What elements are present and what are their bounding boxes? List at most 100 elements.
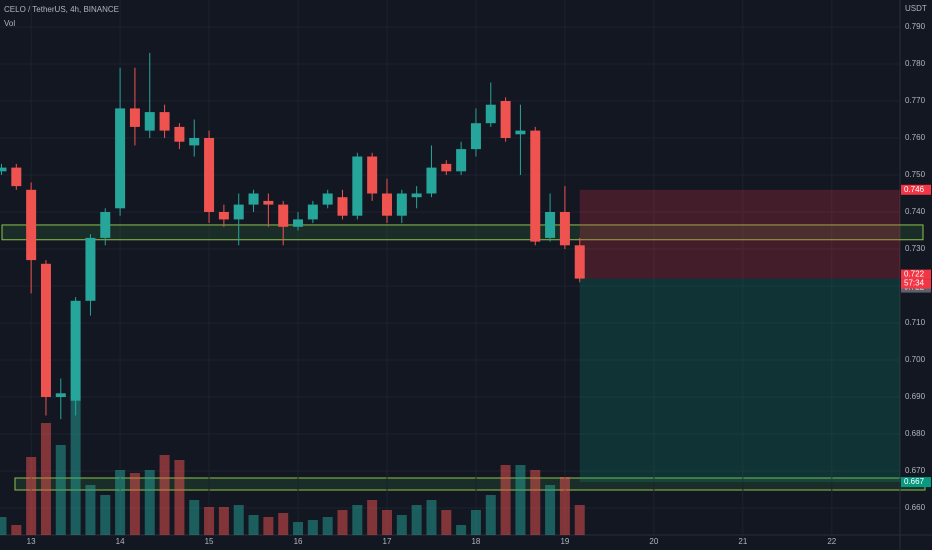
volume-bar xyxy=(26,457,37,535)
target-zone xyxy=(579,278,900,483)
y-tick-label: 0.700 xyxy=(905,355,926,364)
volume-bar xyxy=(159,455,170,535)
volume-bar xyxy=(530,470,541,535)
y-tick-label: 0.750 xyxy=(905,170,926,179)
candle-body xyxy=(322,193,333,205)
candle-body xyxy=(500,101,511,139)
candle-body xyxy=(352,156,363,216)
stop-zone xyxy=(579,189,900,279)
volume-bar xyxy=(411,505,422,535)
volume-bar xyxy=(559,477,570,535)
volume-bar xyxy=(189,500,200,535)
volume-bar xyxy=(574,505,585,535)
candle-body xyxy=(441,163,452,172)
candle-body xyxy=(144,112,155,131)
candle-body xyxy=(40,263,51,397)
candle-body xyxy=(545,212,556,238)
y-tick-label: 0.770 xyxy=(905,96,926,105)
candle-body xyxy=(0,167,7,172)
candle-body xyxy=(367,156,378,194)
volume-bar xyxy=(293,522,304,535)
y-tick-label: 0.760 xyxy=(905,133,926,142)
candle-body xyxy=(248,193,259,205)
volume-bar xyxy=(367,500,378,535)
candle-body xyxy=(381,193,392,216)
candle-body xyxy=(233,204,244,220)
price-label: 0.667 xyxy=(904,477,925,486)
x-tick-label: 14 xyxy=(116,537,125,546)
x-tick-label: 16 xyxy=(294,537,303,546)
chart-title: CELO / TetherUS, 4h, BINANCE xyxy=(4,5,119,14)
candle-body xyxy=(218,212,229,220)
price-label-bg xyxy=(901,477,931,488)
y-tick-label: 0.690 xyxy=(905,392,926,401)
x-tick-label: 15 xyxy=(205,537,214,546)
candle-body xyxy=(129,108,140,127)
candle-body xyxy=(530,130,541,242)
volume-bar xyxy=(11,525,22,535)
candle-body xyxy=(55,393,66,397)
volume-bar xyxy=(500,465,511,535)
candle-body xyxy=(307,204,318,220)
volume-bar xyxy=(456,525,467,535)
volume-bar xyxy=(85,485,96,535)
volume-bar xyxy=(322,517,333,535)
volume-bar xyxy=(248,515,259,535)
candle-body xyxy=(559,212,570,246)
candle-body xyxy=(11,167,22,187)
candle-body xyxy=(26,189,37,261)
volume-bar xyxy=(263,517,274,535)
volume-bar xyxy=(426,500,437,535)
volume-bar xyxy=(0,517,7,535)
x-tick-label: 18 xyxy=(471,537,480,546)
candle-body xyxy=(85,237,96,301)
volume-bar xyxy=(204,507,215,535)
candle-body xyxy=(337,197,348,216)
volume-bar xyxy=(545,485,556,535)
y-tick-label: 0.790 xyxy=(905,22,926,31)
x-tick-label: 20 xyxy=(649,537,658,546)
volume-bar xyxy=(129,473,140,535)
countdown-bg xyxy=(901,279,931,289)
candle-body xyxy=(396,193,407,216)
candle-body xyxy=(204,138,215,213)
volume-bar xyxy=(278,513,289,535)
price-label-bg xyxy=(901,269,931,280)
x-tick-label: 13 xyxy=(27,537,36,546)
volume-bar xyxy=(381,510,392,535)
candle-body xyxy=(189,138,200,146)
x-tick-label: 21 xyxy=(738,537,747,546)
y-tick-label: 0.660 xyxy=(905,503,926,512)
y-tick-label: 0.670 xyxy=(905,466,926,475)
candle-body xyxy=(263,200,274,205)
candle-body xyxy=(485,104,496,124)
volume-bar xyxy=(174,460,185,535)
candle-body xyxy=(100,212,111,238)
candle-body xyxy=(574,245,585,279)
candle-body xyxy=(426,167,437,194)
volume-bar xyxy=(115,470,126,535)
y-tick-label: 0.680 xyxy=(905,429,926,438)
volume-bar xyxy=(337,510,348,535)
candle-body xyxy=(515,130,526,135)
volume-bar xyxy=(55,445,66,535)
price-label-bg xyxy=(901,184,931,195)
candle-body xyxy=(278,204,289,227)
candle-body xyxy=(174,126,185,142)
support-zone xyxy=(1,224,924,241)
candle-body xyxy=(411,193,422,198)
volume-bar xyxy=(470,510,481,535)
volume-bar xyxy=(70,400,81,535)
volume-bar xyxy=(233,505,244,535)
volume-bar xyxy=(352,505,363,535)
volume-bar xyxy=(515,465,526,535)
volume-bar xyxy=(396,515,407,535)
x-tick-label: 22 xyxy=(827,537,836,546)
candle-body xyxy=(159,112,170,131)
volume-label: Vol xyxy=(4,19,15,28)
y-tick-label: 0.710 xyxy=(905,318,926,327)
x-tick-label: 19 xyxy=(560,537,569,546)
candle-body xyxy=(115,108,126,209)
